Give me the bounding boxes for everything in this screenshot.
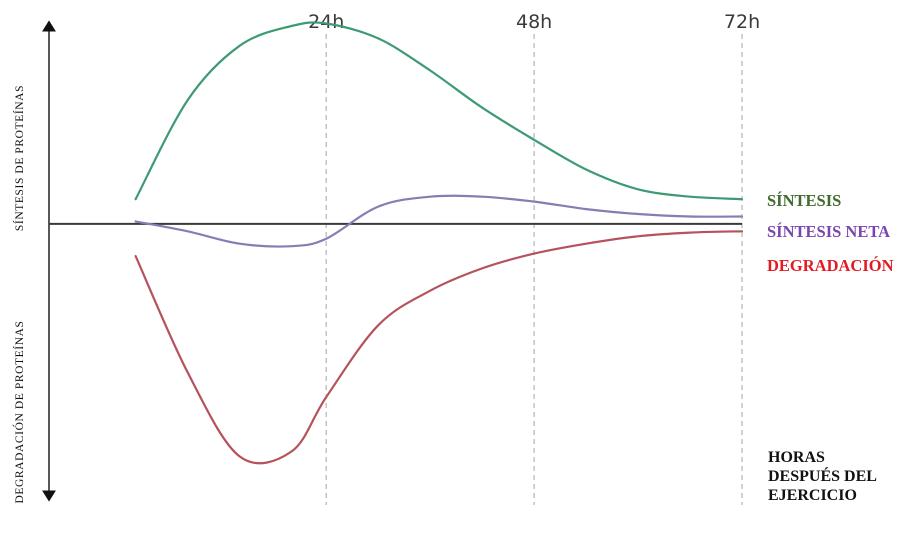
series-line-degradacion xyxy=(134,230,744,465)
xlabel-line-1: HORAS xyxy=(768,449,825,466)
legend-label-degradacion: DEGRADACIÓN xyxy=(767,256,894,275)
ylabel-lower: DEGRADACIÓN DE PROTEÍNAS xyxy=(12,320,26,503)
xlabel-line-3: EJERCICIO xyxy=(768,487,857,504)
ylabel-upper: SÍNTESIS DE PROTEÍNAS xyxy=(12,85,26,231)
x-tick-label-72h: 72h xyxy=(724,11,760,33)
x-tick-label-48h: 48h xyxy=(516,11,552,33)
legend-label-sintesis-neta: SÍNTESIS NETA xyxy=(767,222,890,241)
series-line-sintesis-neta xyxy=(134,194,744,248)
legend-label-sintesis: SÍNTESIS xyxy=(767,191,841,210)
x-tick-label-24h: 24h xyxy=(308,11,344,33)
series-line-sintesis xyxy=(134,21,744,201)
xlabel-line-2: DESPUÉS DEL xyxy=(768,466,877,485)
